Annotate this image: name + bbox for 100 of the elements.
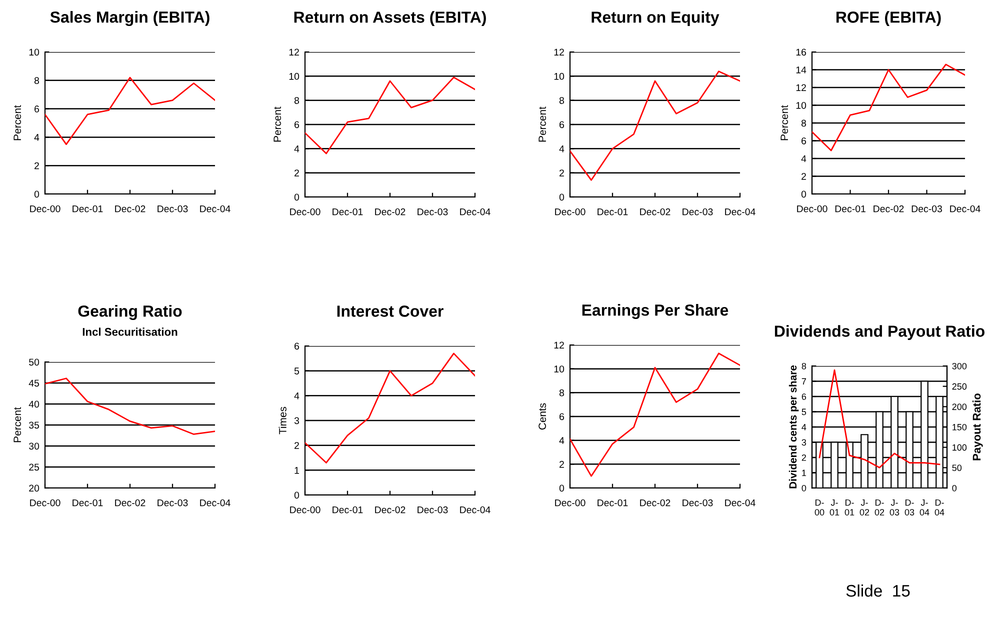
x-tick-label: J- 04 [920, 499, 930, 516]
y-tick-label: 12 [289, 48, 299, 56]
y-tick-label: 0 [34, 190, 40, 198]
x-tick-label: D- 02 [874, 499, 884, 516]
y-tick-label: 6 [34, 106, 40, 112]
y-tick-label: 10 [289, 72, 300, 80]
x-tick-label: J- 01 [830, 499, 840, 516]
y-axis-title: Percent [14, 407, 22, 442]
chart-title: Dividends and Payout Ratio [774, 325, 984, 340]
x-tick-label: Dec-02 [115, 205, 146, 212]
y-tick-label: 6 [802, 137, 806, 144]
x-tick-label: Dec-01 [835, 205, 866, 212]
x-tick-label: Dec-01 [598, 208, 628, 216]
y-tick-label: 2 [560, 170, 564, 176]
x-tick-label: Dec-02 [640, 499, 670, 506]
x-tick-label: Dec-03 [158, 499, 188, 506]
x-tick-label: Dec-00 [290, 208, 320, 216]
y-tick-label: 2 [294, 170, 299, 176]
line-series [570, 70, 740, 181]
y-tick-label: 4 [294, 392, 300, 400]
x-tick-label: Dec-04 [460, 208, 490, 216]
y-tick-label: 25 [29, 464, 40, 471]
y-tick-label: 8 [559, 389, 564, 396]
y-tick-label: 2 [802, 454, 806, 461]
y-tick-label: 0 [559, 194, 564, 201]
y-tick-label: 4 [294, 146, 300, 152]
x-tick-label: D- 04 [934, 499, 944, 516]
y2-tick-label: 50 [952, 464, 962, 472]
y-tick-label: 6 [294, 121, 300, 128]
y-tick-label: 8 [294, 97, 300, 104]
y-tick-label: 0 [801, 190, 806, 198]
chart-title: Return on Assets (EBITA) [294, 11, 486, 26]
y-tick-label: 16 [796, 48, 806, 56]
y-tick-label: 2 [560, 460, 564, 468]
chart-title: Interest Cover [337, 306, 444, 317]
x-tick-label: Dec-00 [290, 506, 320, 514]
line-series [305, 76, 475, 154]
y-tick-label: 1 [802, 470, 806, 476]
x-tick-label: Dec-02 [375, 208, 406, 216]
y-tick-label: 10 [554, 72, 564, 80]
y-tick-label: 12 [554, 342, 564, 349]
y-tick-label: 10 [554, 366, 564, 372]
y-axis-title: Percent [780, 105, 788, 140]
y-tick-label: 8 [802, 362, 806, 370]
y-tick-label: 40 [28, 400, 40, 408]
y2-tick-label: 0 [952, 484, 957, 492]
x-tick-label: Dec-02 [115, 499, 146, 506]
x-tick-label: Dec-03 [158, 205, 188, 212]
y-axis-title: Cents [538, 403, 546, 430]
x-tick-label: Dec-00 [797, 205, 828, 212]
line-series [45, 378, 215, 435]
x-tick-label: Dec-04 [460, 506, 490, 514]
y-tick-label: 10 [29, 48, 40, 56]
y-tick-label: 6 [294, 342, 300, 350]
line-series [305, 352, 475, 464]
x-tick-label: Dec-04 [950, 205, 980, 212]
chart-subtitle: Incl Securitisation [82, 328, 178, 336]
line-series [812, 64, 965, 152]
y-tick-label: 2 [34, 162, 39, 170]
x-tick-label: Dec-01 [72, 205, 103, 212]
y2-tick-label: 300 [952, 362, 967, 370]
x-tick-label: D- 01 [844, 499, 854, 516]
y-tick-label: 0 [559, 484, 564, 492]
y-tick-label: 4 [802, 424, 806, 430]
x-tick-label: Dec-00 [555, 499, 586, 506]
y-tick-label: 5 [294, 368, 300, 374]
y-tick-label: 4 [34, 134, 40, 141]
x-tick-label: Dec-04 [725, 208, 756, 216]
chart-title: Return on Equity [592, 11, 720, 26]
y-tick-label: 0 [294, 492, 300, 499]
x-tick-label: Dec-03 [912, 205, 942, 212]
x-tick-label: Dec-02 [640, 208, 670, 216]
y-tick-label: 35 [29, 422, 40, 429]
y-tick-label: 12 [554, 48, 564, 56]
y-tick-label: 45 [28, 380, 40, 387]
x-tick-label: Dec-03 [682, 208, 713, 216]
x-tick-label: D- 03 [904, 499, 914, 516]
x-tick-label: Dec-04 [200, 205, 230, 212]
x-tick-label: Dec-04 [725, 499, 756, 506]
y-axis-title: Percent [274, 106, 282, 142]
x-tick-label: Dec-00 [30, 499, 60, 506]
y-tick-label: 6 [560, 121, 564, 128]
x-tick-label: Dec-02 [874, 205, 904, 212]
y2-axis-title: Payout Ratio [972, 393, 983, 460]
y-axis-title: Percent [14, 105, 22, 140]
y-tick-label: 0 [294, 194, 300, 201]
x-tick-label: J- 03 [890, 499, 900, 516]
y-tick-label: 6 [802, 393, 806, 400]
chart-title: Sales Margin (EBITA) [50, 11, 210, 26]
chart-title: ROFE (EBITA) [836, 11, 941, 26]
y-tick-label: 10 [796, 102, 806, 109]
x-tick-label: Dec-01 [598, 499, 628, 506]
x-tick-label: Dec-03 [418, 208, 448, 216]
y-tick-label: 5 [802, 408, 806, 416]
y2-tick-label: 200 [952, 404, 967, 410]
x-tick-label: Dec-01 [332, 506, 363, 514]
y-axis-title: Times [278, 406, 286, 434]
x-tick-label: Dec-01 [72, 499, 103, 506]
y-tick-label: 2 [294, 442, 299, 449]
y2-tick-label: 150 [952, 424, 967, 430]
